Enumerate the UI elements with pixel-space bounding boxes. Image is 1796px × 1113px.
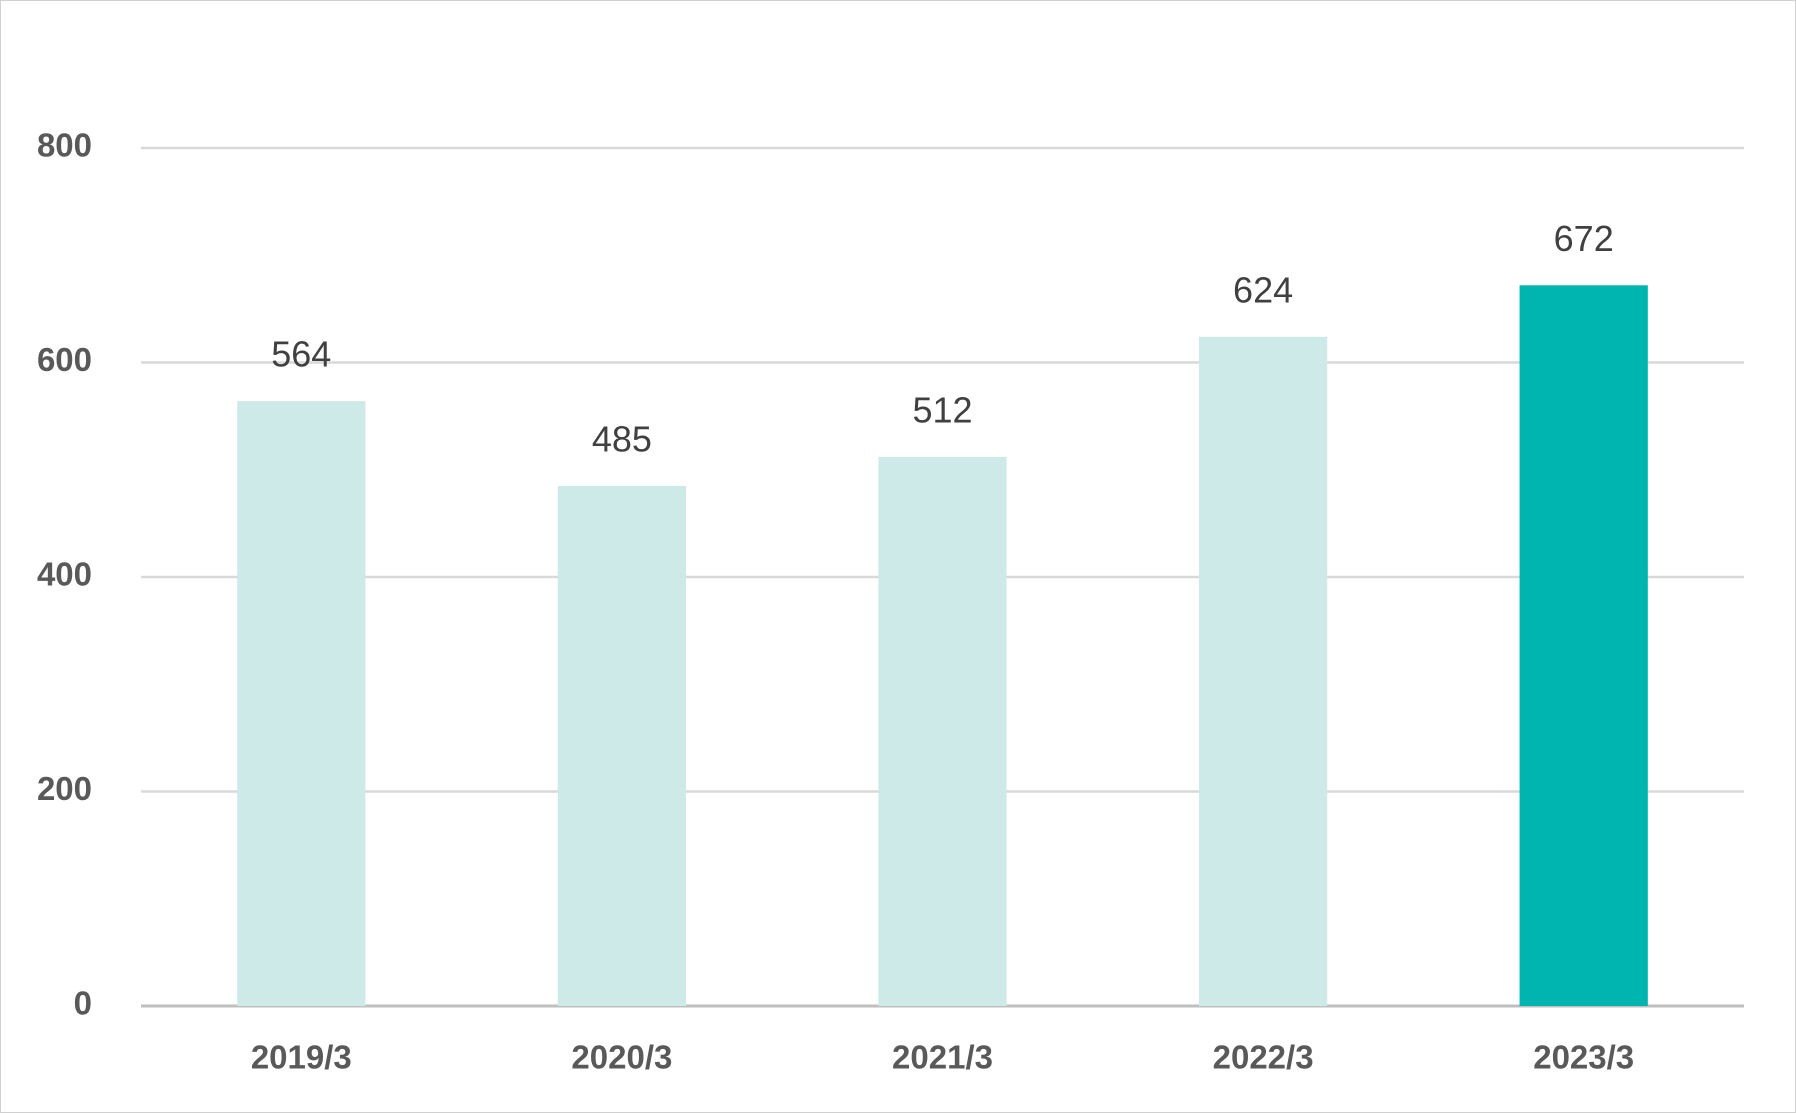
data-label: 485: [592, 418, 652, 459]
y-tick-label: 600: [37, 341, 92, 378]
x-tick-label: 2020/3: [571, 1039, 672, 1076]
y-tick-label: 200: [37, 770, 92, 807]
data-label: 512: [912, 389, 972, 430]
y-tick-label: 800: [37, 127, 92, 164]
y-tick-label: 400: [37, 556, 92, 593]
x-tick-label: 2023/3: [1533, 1039, 1634, 1076]
data-label: 672: [1554, 218, 1614, 259]
bar: [878, 456, 1007, 1006]
x-tick-label: 2022/3: [1213, 1039, 1314, 1076]
bar: [1519, 285, 1648, 1006]
data-label: 624: [1233, 269, 1293, 310]
bar: [237, 401, 366, 1006]
x-tick-label: 2021/3: [892, 1039, 993, 1076]
y-tick-label: 0: [74, 985, 92, 1022]
bar: [1198, 336, 1328, 1006]
x-tick-label: 2019/3: [251, 1039, 352, 1076]
bar: [557, 485, 687, 1006]
data-label: 564: [271, 334, 331, 375]
